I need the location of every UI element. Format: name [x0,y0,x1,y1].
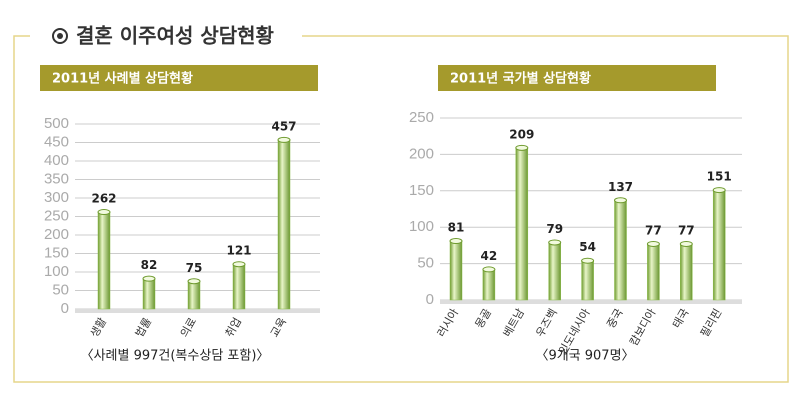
bar [482,269,496,301]
bar-cap [581,257,595,264]
x-tick-label: 의료 [178,316,199,340]
y-tick-label: 200 [44,226,69,243]
y-tick-label: 50 [417,255,434,272]
y-tick-label: 100 [409,218,434,235]
bar [97,211,111,310]
y-tick-label: 100 [44,263,69,280]
bar-cap [548,239,562,246]
panel-header [40,65,318,91]
panel-title: 2011년 사례별 상담현황 [52,71,193,87]
bar [142,278,156,310]
x-tick-label: 베트남 [501,307,527,340]
y-tick-label: 250 [409,109,434,126]
y-tick-label: 250 [44,207,69,224]
bar-cap [614,197,627,204]
y-tick-label: 150 [44,244,69,261]
bar [581,260,594,301]
x-tick-label: 교육 [268,316,289,340]
bar [515,147,529,301]
bar-cap [277,136,291,143]
value-label: 81 [448,221,465,235]
plot-floor [75,309,320,313]
value-label: 79 [546,222,563,236]
value-label: 137 [608,180,633,194]
x-tick-label: 법률 [133,316,154,340]
title-bg [30,26,302,46]
annotation: 〈9개국 907명〉 [535,349,634,364]
bar-cap [97,209,111,216]
bar [614,200,627,301]
bar-cap [482,266,496,273]
bar [232,263,246,310]
bar [647,243,660,301]
bar-cap [142,275,156,282]
annotation: 〈사례별 997건(복수상담 포함)〉 [81,349,270,364]
title-icon [52,28,68,44]
y-tick-label: 150 [409,182,434,199]
bar [277,139,291,310]
value-label: 209 [509,127,534,141]
y-tick-label: 300 [44,189,69,206]
x-tick-label: 러시아 [435,307,461,340]
bar-cap [449,238,463,245]
bar-cap [187,278,201,285]
value-label: 82 [141,258,158,272]
y-tick-label: 400 [44,152,69,169]
value-label: 42 [481,249,498,263]
value-label: 75 [186,261,203,275]
value-label: 77 [645,223,662,237]
x-tick-label: 중국 [604,307,625,331]
bar [449,240,463,301]
panel-header [438,65,716,91]
y-tick-label: 200 [409,145,434,162]
x-tick-label: 캄보디아 [627,307,659,349]
frame [13,35,789,383]
y-tick-label: 450 [44,133,69,150]
bar-cap [679,240,693,247]
x-tick-label: 몽골 [473,307,494,331]
page-title: 결혼 이주여성 상담현황 [76,24,275,48]
value-label: 457 [271,119,296,133]
y-tick-label: 350 [44,170,69,187]
bar [712,189,726,301]
bar-cap [515,144,529,151]
value-label: 54 [579,240,596,254]
panel-title: 2011년 국가별 상담현황 [450,71,591,87]
y-tick-label: 500 [44,115,69,132]
bar-cap [232,261,246,268]
y-tick-label: 0 [426,291,434,308]
bar [548,242,561,301]
bar-cap [712,187,726,194]
value-label: 121 [226,244,251,258]
value-label: 262 [91,192,116,206]
plot-floor [440,300,742,304]
value-label: 151 [707,170,732,184]
x-tick-label: 우즈벡 [533,307,559,340]
y-tick-label: 0 [61,300,69,317]
x-tick-label: 태국 [670,307,691,331]
bar [187,281,201,310]
value-label: 77 [678,223,695,237]
bar-cap [646,240,660,247]
x-tick-label: 생활 [87,315,109,340]
y-tick-label: 50 [52,281,69,298]
x-tick-label: 필리핀 [698,307,724,340]
x-tick-label: 취업 [223,316,244,340]
bar [680,243,693,301]
title-icon-dot [57,33,63,39]
